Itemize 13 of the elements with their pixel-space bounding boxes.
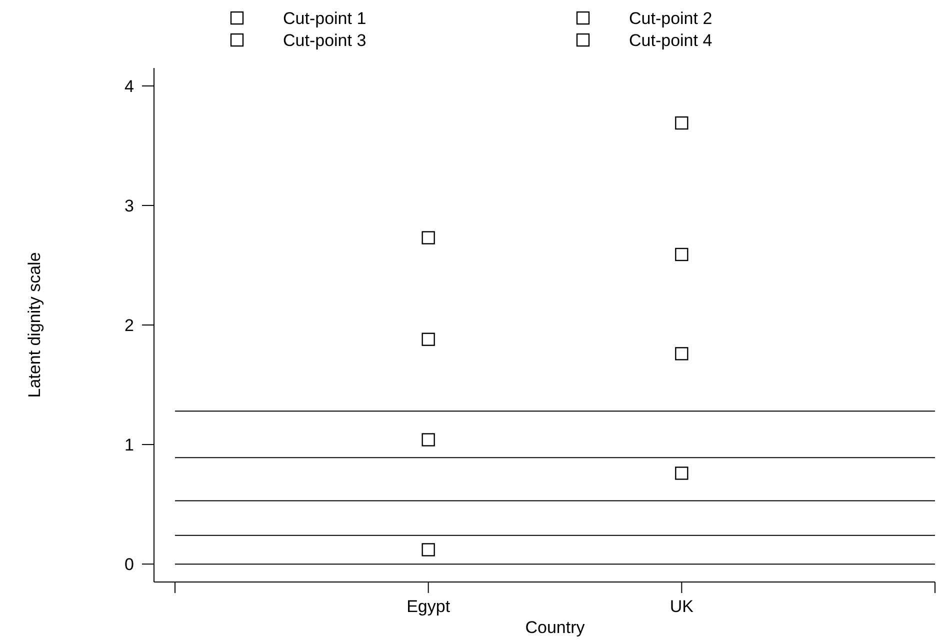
legend-label: Cut-point 3 — [283, 30, 366, 50]
y-axis-title: Latent dignity scale — [25, 252, 44, 398]
y-tick-label: 2 — [124, 316, 134, 335]
y-tick-label: 0 — [124, 555, 134, 574]
y-tick-label: 4 — [124, 76, 134, 96]
legend-label: Cut-point 4 — [629, 30, 712, 50]
x-axis-title: Country — [525, 618, 586, 637]
legend-label: Cut-point 1 — [283, 8, 366, 28]
y-tick-label: 3 — [124, 196, 134, 216]
x-tick-label: Egypt — [406, 597, 450, 616]
legend-label: Cut-point 2 — [629, 8, 712, 28]
y-tick-label: 1 — [124, 435, 134, 454]
x-tick-label: UK — [670, 597, 694, 616]
